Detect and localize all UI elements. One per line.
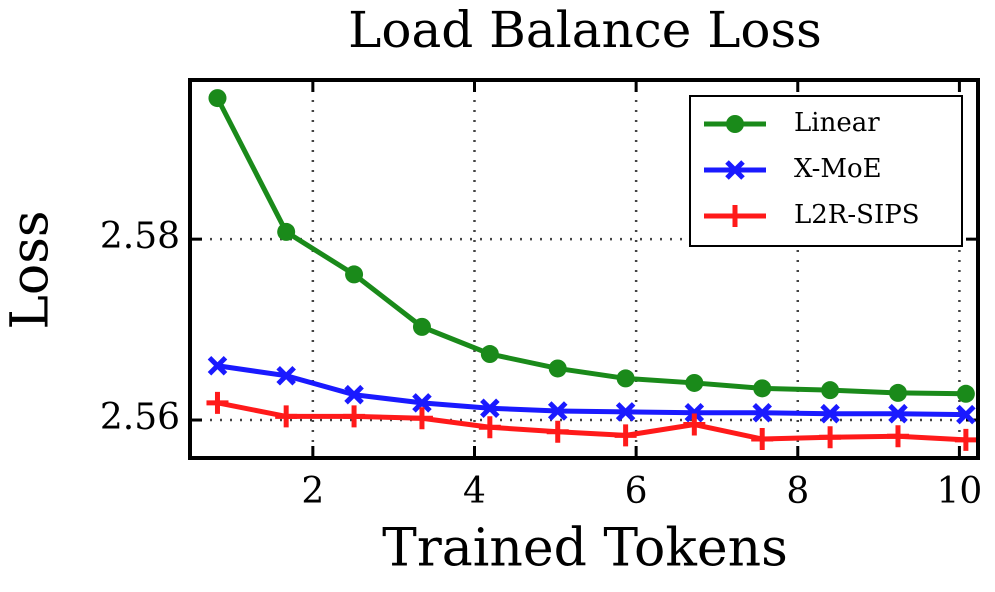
point — [616, 369, 635, 388]
point — [277, 222, 296, 241]
series-line — [215, 96, 966, 397]
x-tick-label: 10 — [937, 471, 983, 512]
x-tick-label: 2 — [301, 471, 324, 512]
point — [886, 425, 909, 448]
point — [412, 317, 431, 336]
point — [954, 428, 977, 451]
point — [478, 416, 501, 439]
point — [685, 373, 704, 392]
point — [275, 405, 298, 428]
series-line — [216, 400, 967, 443]
point — [683, 413, 706, 436]
point — [752, 403, 772, 423]
point — [480, 398, 500, 419]
legend-label: Linear — [794, 108, 880, 138]
x-tick-label: 6 — [625, 471, 648, 512]
point — [956, 384, 975, 403]
point — [480, 345, 499, 364]
legend-label: X-MoE — [794, 154, 882, 184]
point — [412, 393, 432, 413]
series-line — [217, 363, 966, 418]
point — [345, 265, 364, 284]
chart-title: Load Balance Loss — [348, 1, 822, 59]
point — [819, 426, 842, 449]
point — [684, 403, 705, 423]
point — [548, 359, 567, 378]
point — [888, 403, 908, 424]
point — [821, 381, 840, 400]
point — [615, 402, 636, 422]
point — [344, 384, 364, 405]
legend-marker — [725, 160, 745, 180]
point — [888, 383, 907, 402]
legend-label: L2R-SIPS — [794, 200, 920, 230]
x-tick-label: 4 — [463, 471, 486, 512]
point — [207, 355, 228, 376]
point — [614, 424, 637, 447]
point — [208, 89, 227, 108]
point — [546, 420, 569, 443]
x-axis-label: Trained Tokens — [382, 519, 788, 579]
point — [206, 391, 229, 414]
point — [751, 428, 774, 451]
y-axis-label: Loss — [1, 210, 61, 329]
point — [343, 405, 366, 428]
point — [820, 403, 840, 424]
y-tick-label: 2.58 — [100, 216, 180, 257]
point — [410, 407, 433, 430]
plot-frame — [188, 78, 980, 460]
point — [547, 401, 568, 421]
point — [276, 365, 296, 386]
y-tick-label: 2.56 — [100, 397, 180, 438]
point — [956, 404, 976, 425]
point — [753, 379, 772, 398]
legend-marker — [726, 115, 744, 133]
x-tick-label: 8 — [786, 471, 809, 512]
legend-marker — [724, 205, 746, 227]
